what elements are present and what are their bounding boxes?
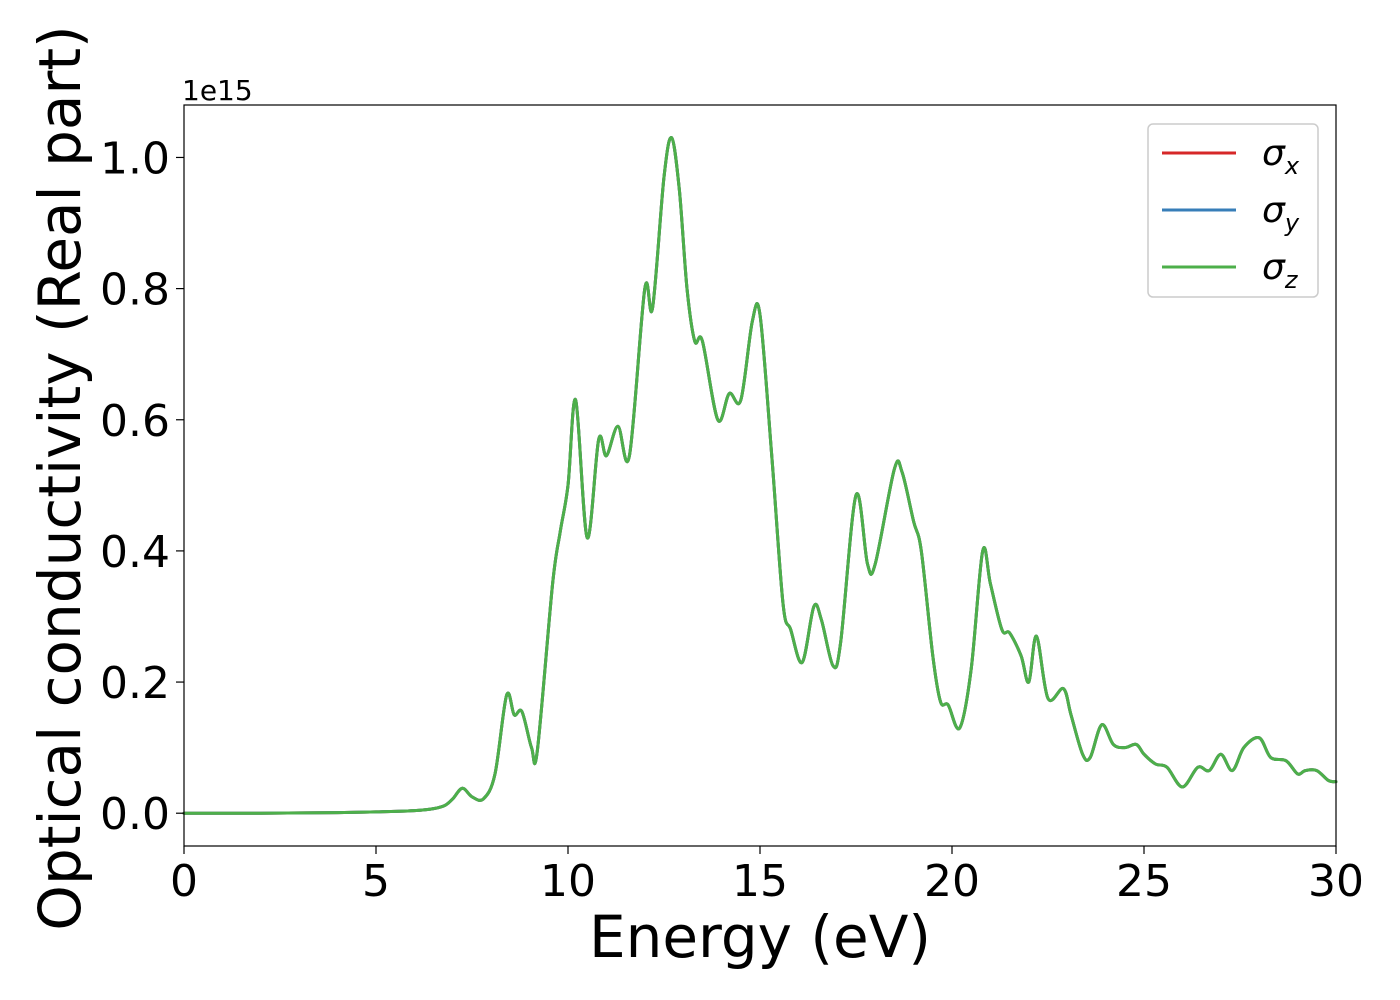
x-axis-ticks: 0 5 10 15 20 25 30 [170,846,1364,907]
legend-symbol: σ [1262,247,1286,288]
y-tick-label: 0.4 [100,527,170,578]
legend-symbol: σ [1262,133,1286,174]
plot-lines [182,136,1338,815]
y-tick-label: 0.6 [100,396,170,447]
y-offset-label: 1e15 [182,74,253,107]
y-tick-label: 0.8 [100,265,170,316]
x-tick-label: 0 [170,856,198,907]
legend-symbol: σ [1262,190,1286,231]
y-axis-title: Optical conductivity (Real part) [26,25,94,930]
x-tick-label: 25 [1116,856,1172,907]
legend-label-y: σy [1262,190,1300,237]
x-tick-label: 30 [1308,856,1364,907]
legend-label-z: σz [1262,247,1299,294]
x-tick-label: 5 [362,856,390,907]
x-tick-label: 15 [732,856,788,907]
legend-subscript: y [1284,209,1300,237]
legend-subscript: z [1284,266,1299,294]
x-tick-label: 20 [924,856,980,907]
series-line-z [182,136,1338,815]
y-tick-label: 1.0 [100,133,170,184]
y-axis-ticks: 0.0 0.2 0.4 0.6 0.8 1.0 [100,133,184,840]
x-tick-label: 10 [540,856,596,907]
legend-subscript: x [1284,152,1300,180]
y-tick-label: 0.2 [100,658,170,709]
y-tick-label: 0.0 [100,789,170,840]
legend-label-x: σx [1262,133,1300,180]
x-axis-title: Energy (eV) [589,903,931,971]
